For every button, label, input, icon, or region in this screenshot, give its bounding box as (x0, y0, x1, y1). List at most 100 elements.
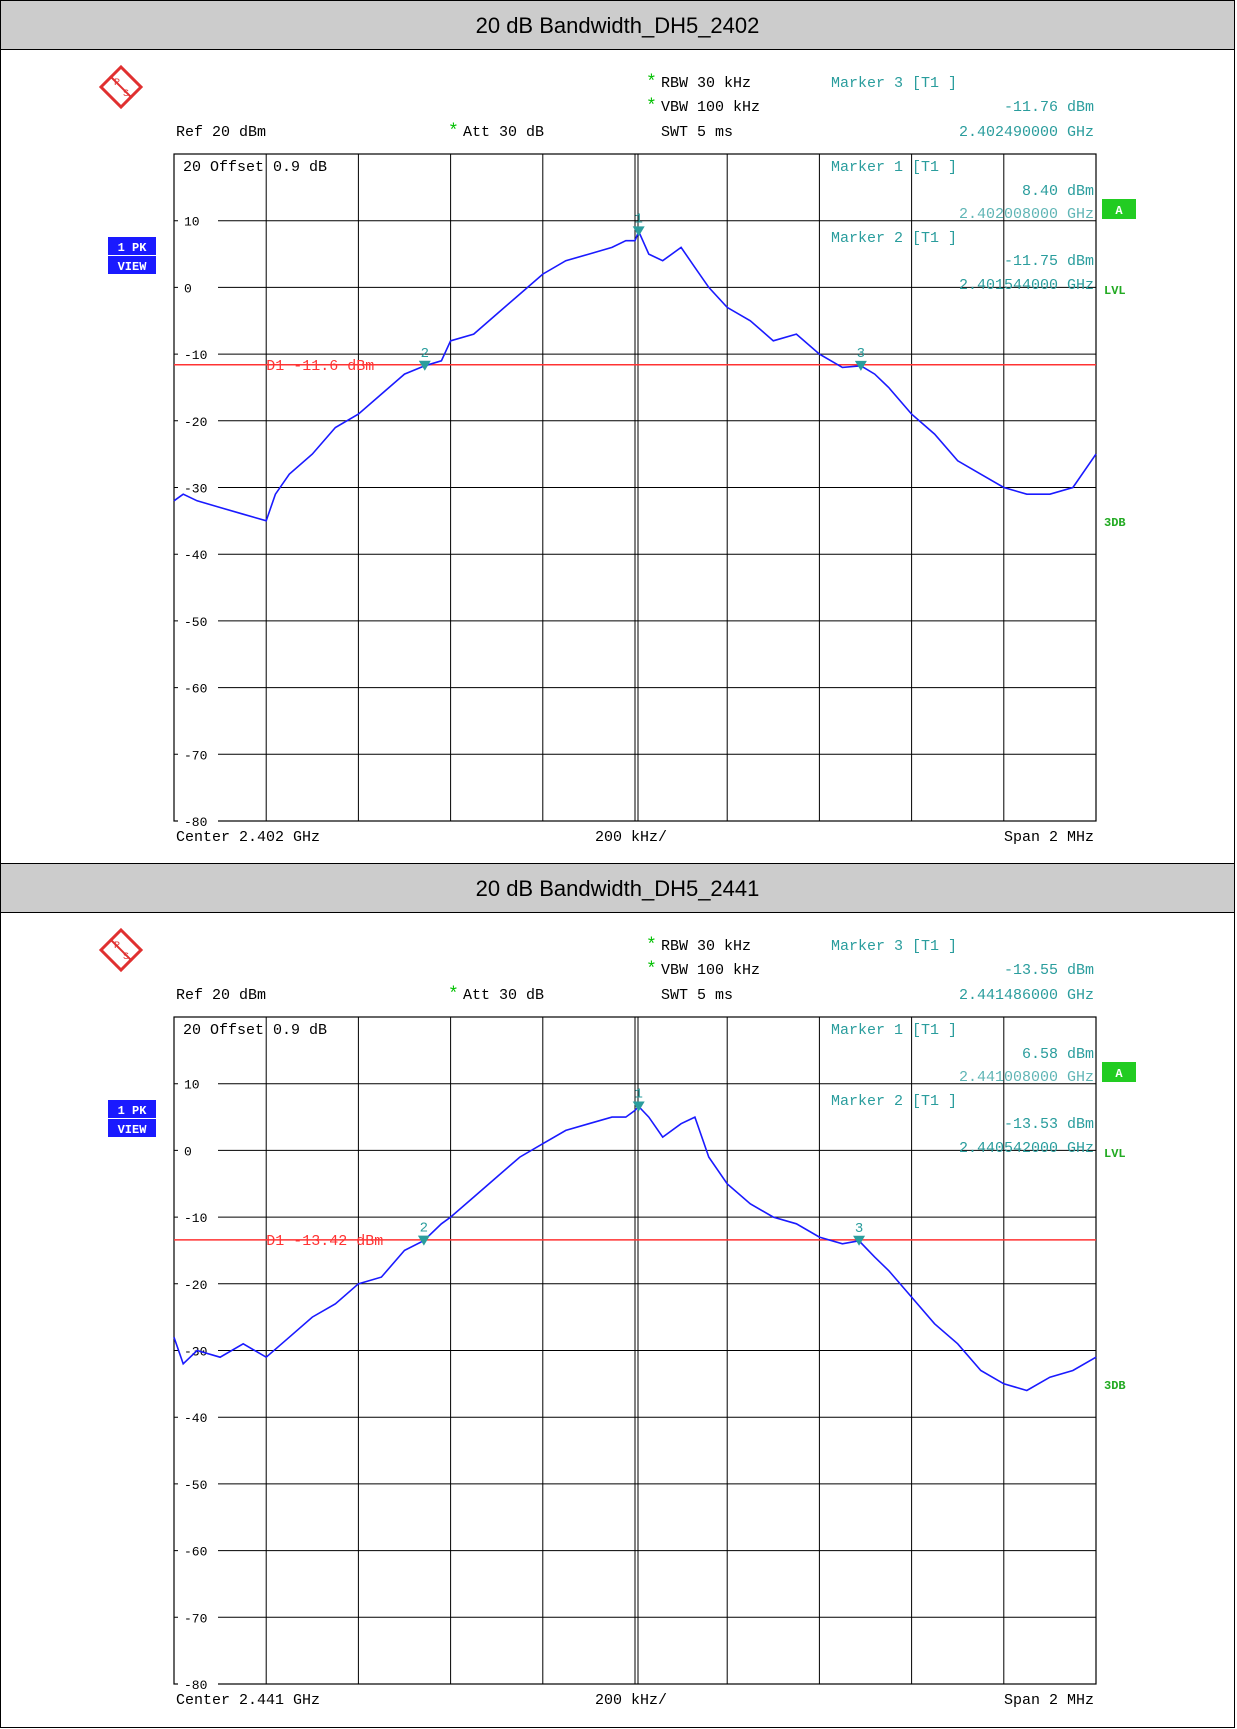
marker1-level: 8.40 dBm (1022, 183, 1094, 200)
vbw-label: VBW 100 kHz (661, 99, 760, 116)
rs-logo-icon: RS (98, 64, 144, 110)
trace-a-text: A (1115, 1067, 1123, 1081)
y-tick-bg (178, 611, 218, 629)
marker-triangle-icon (853, 1235, 866, 1246)
marker-triangle-icon (854, 360, 867, 371)
marker1-label: Marker 1 [T1 ] (831, 159, 957, 176)
y-tick-label: 0 (184, 1144, 192, 1159)
marker2-frequency: 2.401544000 GHz (959, 277, 1094, 294)
attenuation-label: Att 30 dB (463, 987, 544, 1004)
offset-label: 20 Offset 0.9 dB (183, 1022, 327, 1039)
marker1-label: Marker 1 [T1 ] (831, 1022, 957, 1039)
marker2-frequency: 2.440542000 GHz (959, 1140, 1094, 1157)
trace-mode-badge (108, 237, 156, 255)
marker3-frequency: 2.441486000 GHz (959, 987, 1094, 1004)
marker3-label: Marker 3 [T1 ] (831, 75, 957, 92)
y-tick-label: -40 (184, 548, 207, 563)
y-tick-label: -60 (184, 1545, 207, 1560)
db3-indicator: 3DB (1104, 516, 1126, 530)
offset-label: 20 Offset 0.9 dB (183, 159, 327, 176)
lvl-indicator: LVL (1104, 284, 1126, 298)
division-label: 200 kHz/ (595, 1692, 667, 1709)
vbw-star-icon: * (646, 960, 657, 980)
marker2-label: Marker 2 [T1 ] (831, 230, 957, 247)
att-star-icon: * (448, 985, 459, 1005)
y-tick-bg (178, 1474, 218, 1492)
marker3-label: Marker 3 [T1 ] (831, 938, 957, 955)
y-tick-label: -50 (184, 615, 207, 630)
svg-text:S: S (123, 89, 129, 100)
panel-title: 20 dB Bandwidth_DH5_2402 (1, 1, 1234, 50)
marker-triangle-icon (418, 360, 431, 371)
marker2-level: -13.53 dBm (1004, 1116, 1094, 1133)
marker3-level: -11.76 dBm (1004, 99, 1094, 116)
division-label: 200 kHz/ (595, 829, 667, 846)
y-tick-label: -70 (184, 1611, 207, 1626)
svg-text:R: R (114, 941, 120, 952)
y-tick-bg (178, 1675, 218, 1692)
marker3-frequency: 2.402490000 GHz (959, 124, 1094, 141)
y-tick-bg (178, 1408, 218, 1426)
y-tick-bg (178, 1074, 218, 1092)
y-tick-label: -30 (184, 482, 207, 497)
y-tick-label: -50 (184, 1478, 207, 1493)
trace-mode-text: 1 PK (118, 1104, 148, 1118)
att-star-icon: * (448, 122, 459, 142)
rbw-label: RBW 30 kHz (661, 938, 751, 955)
marker2-level: -11.75 dBm (1004, 253, 1094, 270)
marker2-label: Marker 2 [T1 ] (831, 1093, 957, 1110)
display-line-label: D1 -13.42 dBm (266, 1233, 383, 1250)
marker-triangle-icon (417, 1235, 430, 1246)
trace-view-text: VIEW (118, 1123, 148, 1137)
marker-number: 2 (420, 1221, 428, 1237)
db3-indicator: 3DB (1104, 1379, 1126, 1393)
y-tick-bg (178, 812, 218, 829)
spectrum-trace (173, 1105, 1097, 1392)
y-tick-label: 10 (184, 1078, 200, 1093)
rbw-label: RBW 30 kHz (661, 75, 751, 92)
marker-number: 2 (421, 346, 429, 362)
vbw-label: VBW 100 kHz (661, 962, 760, 979)
y-tick-label: -10 (184, 348, 207, 363)
marker-number: 1 (634, 1087, 642, 1103)
trace-a-text: A (1115, 204, 1123, 218)
y-tick-bg (178, 745, 218, 763)
swt-label: SWT 5 ms (661, 987, 733, 1004)
y-tick-label: -10 (184, 1211, 207, 1226)
spectrum-panel-2441: 20 dB Bandwidth_DH5_2441 R S * RBW 30 kHz * V… (0, 863, 1235, 1728)
y-tick-bg (178, 1608, 218, 1626)
rbw-star-icon: * (646, 936, 657, 956)
trace-mode-text: 1 PK (118, 241, 148, 255)
center-frequency-label: Center 2.402 GHz (176, 829, 320, 846)
y-tick-label: -20 (184, 415, 207, 430)
trace-view-text: VIEW (118, 260, 148, 274)
y-tick-label: 0 (184, 281, 192, 296)
marker1-frequency: 2.441008000 GHz (959, 1069, 1094, 1086)
svg-text:S: S (123, 952, 129, 963)
marker1-frequency: 2.402008000 GHz (959, 206, 1094, 223)
y-tick-bg (178, 678, 218, 696)
y-tick-label: -80 (184, 1678, 207, 1693)
display-line-label: D1 -11.6 dBm (266, 358, 374, 375)
marker-number: 1 (634, 211, 642, 227)
marker-triangle-icon (632, 226, 645, 237)
rs-logo-icon: RS (98, 927, 144, 973)
swt-label: SWT 5 ms (661, 124, 733, 141)
span-label: Span 2 MHz (1004, 1692, 1094, 1709)
y-tick-bg (178, 1208, 218, 1226)
vbw-star-icon: * (646, 97, 657, 117)
span-label: Span 2 MHz (1004, 829, 1094, 846)
marker-number: 3 (855, 1221, 863, 1237)
trace-view-badge (108, 256, 156, 274)
trace-mode-badge (108, 1100, 156, 1118)
rbw-star-icon: * (646, 73, 657, 93)
spectrum-panel-2402: 20 dB Bandwidth_DH5_2402 R S * RBW 30 kHz * V… (0, 0, 1235, 864)
y-tick-label: -60 (184, 682, 207, 697)
y-tick-bg (178, 1541, 218, 1559)
y-tick-bg (178, 278, 218, 296)
y-tick-bg (178, 1141, 218, 1159)
ref-level-label: Ref 20 dBm (176, 124, 266, 141)
trace-a-badge (1102, 1062, 1136, 1082)
